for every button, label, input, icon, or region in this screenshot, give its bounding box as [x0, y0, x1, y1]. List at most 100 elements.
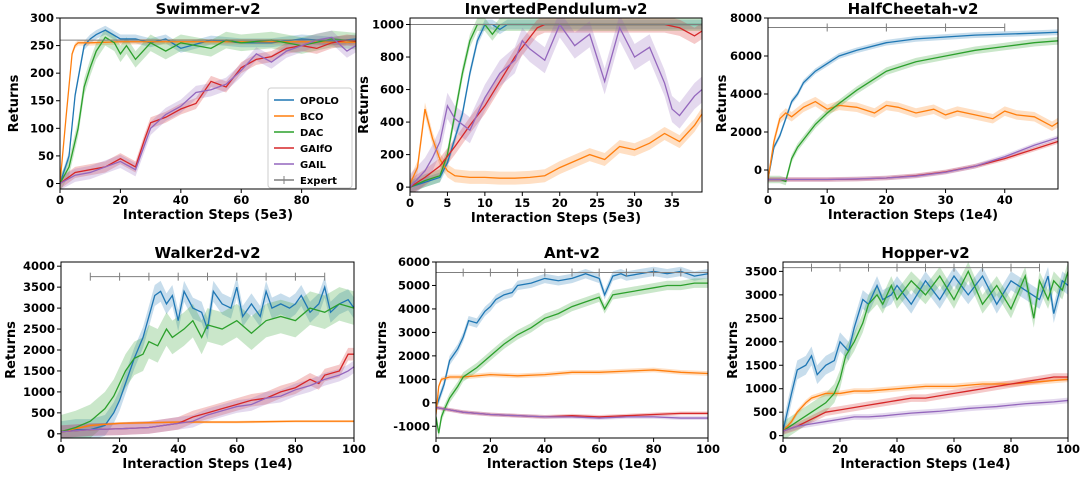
swimmer-v2-dac-line — [60, 36, 356, 184]
invertedpendulum-v2-y-tick-label: 200 — [380, 148, 404, 162]
swimmer-v2-plot-area — [60, 25, 356, 189]
invertedpendulum-v2-x-tick-label: 35 — [664, 196, 680, 210]
walker2d-v2-y-axis-label: Returns — [4, 321, 19, 379]
halfcheetah-v2-gail-line — [768, 137, 1058, 181]
hopper-v2-y-tick-label: 1500 — [745, 358, 777, 372]
ant-v2-y-axis-label: Returns — [375, 321, 390, 379]
ant-v2-y-tick-label: 4000 — [398, 302, 430, 316]
hopper-v2-x-tick-label: 20 — [832, 442, 848, 456]
swimmer-v2-gaifo-band — [60, 34, 356, 189]
invertedpendulum-v2-y-tick-label: 600 — [380, 83, 404, 97]
ant-v2-gail-line — [436, 406, 708, 419]
walker2d-v2-x-axis-label: Interaction Steps (1e4) — [122, 457, 292, 472]
invertedpendulum-v2-dac-band — [410, 18, 702, 192]
invertedpendulum-v2-title: InvertedPendulum-v2 — [465, 0, 648, 18]
ant-v2-dac-line — [436, 282, 708, 434]
hopper-v2-y-tick-label: 2500 — [745, 311, 777, 325]
hopper-v2-y-tick-label: 2000 — [745, 335, 777, 349]
hopper-v2-gail-line — [783, 399, 1068, 432]
invertedpendulum-v2-x-tick-label: 10 — [477, 196, 493, 210]
invertedpendulum-v2-plot-area — [410, 18, 702, 192]
swimmer-v2-y-tick-label: 300 — [30, 11, 54, 25]
halfcheetah-v2-dac-line — [768, 40, 1058, 183]
legend-label-dac: DAC — [300, 128, 323, 139]
hopper-v2-opolo-band — [783, 266, 1068, 438]
legend-label-expert: Expert — [300, 176, 337, 187]
invertedpendulum-v2-x-tick-label: 0 — [406, 196, 414, 210]
ant-v2-bco-band — [436, 367, 708, 417]
halfcheetah-v2-y-tick-label: 4000 — [730, 87, 762, 101]
walker2d-v2-dac-band — [61, 287, 354, 438]
hopper-v2-y-tick-label: 3000 — [745, 288, 777, 302]
halfcheetah-v2-y-tick-label: 0 — [754, 163, 762, 177]
halfcheetah-v2-bco-band — [768, 96, 1058, 185]
invertedpendulum-v2-y-tick-label: 800 — [380, 50, 404, 64]
hopper-v2-y-tick-label: 500 — [753, 405, 777, 419]
hopper-v2-y-axis-label: Returns — [726, 321, 741, 379]
walker2d-v2-y-tick-label: 3500 — [23, 280, 55, 294]
halfcheetah-v2-dac-band — [768, 37, 1058, 186]
halfcheetah-v2-gail-band — [768, 135, 1058, 182]
ant-v2-panel: Ant-v20 20 40 60 80 100-100001000200030004000… — [375, 244, 720, 472]
ant-v2-x-tick-label: 0 — [432, 442, 440, 456]
hopper-v2-x-tick-label: 60 — [946, 442, 962, 456]
invertedpendulum-v2-y-tick-label: 400 — [380, 115, 404, 129]
walker2d-v2-x-tick-label: 60 — [229, 442, 245, 456]
walker2d-v2-bco-line — [61, 420, 354, 433]
ant-v2-y-tick-label: 3000 — [398, 325, 430, 339]
walker2d-v2-y-tick-label: 500 — [31, 406, 55, 420]
ant-v2-y-tick-label: 0 — [422, 396, 430, 410]
swimmer-v2-x-tick-label: 20 — [112, 193, 128, 207]
legend-label-gaifo: GAIfO — [300, 144, 333, 155]
ant-v2-y-tick-label: 2000 — [398, 349, 430, 363]
swimmer-v2-x-tick-label: 0 — [56, 193, 64, 207]
hopper-v2-x-tick-label: 40 — [889, 442, 905, 456]
swimmer-v2-y-tick-label: 150 — [30, 94, 54, 108]
walker2d-v2-y-tick-label: 1000 — [23, 385, 55, 399]
swimmer-v2-x-tick-label: 60 — [233, 193, 249, 207]
walker2d-v2-dac-line — [61, 303, 354, 433]
walker2d-v2-title: Walker2d-v2 — [154, 244, 260, 262]
halfcheetah-v2-x-tick-label: 0 — [764, 193, 772, 207]
halfcheetah-v2-panel: HalfCheetah-v2 0 10 20 30 40 0 2000 4000 6000 8000… — [715, 0, 1059, 223]
ant-v2-y-tick-label: 1000 — [398, 372, 430, 386]
walker2d-v2-opolo-line — [61, 284, 354, 433]
hopper-v2-frame — [782, 261, 1069, 439]
walker2d-v2-y-tick-label: 2000 — [23, 343, 55, 357]
invertedpendulum-v2-opolo-band — [410, 19, 702, 192]
invertedpendulum-v2-x-tick-label: 30 — [627, 196, 643, 210]
ant-v2-dac-band — [436, 278, 708, 438]
invertedpendulum-v2-panel: InvertedPendulum-v2 0 5 10 15 20 25 30 35 0 200 400… — [357, 0, 703, 226]
walker2d-v2-y-tick-label: 2500 — [23, 322, 55, 336]
halfcheetah-v2-plot-area — [768, 23, 1058, 186]
halfcheetah-v2-gaifo-band — [768, 139, 1058, 182]
halfcheetah-v2-x-tick-label: 30 — [938, 193, 954, 207]
halfcheetah-v2-y-axis-label: Returns — [715, 74, 730, 132]
halfcheetah-v2-y-tick-label: 6000 — [730, 49, 762, 63]
invertedpendulum-v2-y-axis-label: Returns — [357, 76, 372, 134]
walker2d-v2-x-tick-label: 80 — [287, 442, 303, 456]
ant-v2-plot-area — [436, 266, 708, 438]
walker2d-v2-plot-area — [61, 272, 354, 438]
invertedpendulum-v2-x-tick-label: 20 — [552, 196, 568, 210]
hopper-v2-gaifo-line — [783, 376, 1068, 432]
walker2d-v2-x-tick-label: 20 — [112, 442, 128, 456]
hopper-v2-dac-line — [783, 269, 1068, 432]
hopper-v2-plot-area — [783, 262, 1068, 438]
swimmer-v2-x-tick-label: 40 — [173, 193, 189, 207]
hopper-v2-x-tick-label: 100 — [1056, 442, 1080, 456]
legend: OPOLO BCO DAC GAIfO GAIL Expert — [267, 87, 353, 189]
halfcheetah-v2-opolo-line — [768, 31, 1058, 180]
swimmer-v2-gaifo-line — [60, 39, 356, 185]
swimmer-v2-frame — [59, 17, 357, 190]
walker2d-v2-x-tick-label: 40 — [170, 442, 186, 456]
halfcheetah-v2-x-tick-label: 20 — [878, 193, 894, 207]
hopper-v2-x-axis-label: Interaction Steps (1e4) — [840, 457, 1010, 472]
halfcheetah-v2-y-tick-label: 2000 — [730, 125, 762, 139]
hopper-v2-gaifo-band — [783, 373, 1068, 435]
ant-v2-y-tick-label: 6000 — [398, 255, 430, 269]
ant-v2-x-tick-label: 100 — [696, 442, 720, 456]
hopper-v2-title: Hopper-v2 — [881, 244, 969, 262]
invertedpendulum-v2-y-tick-label: 0 — [396, 180, 404, 194]
